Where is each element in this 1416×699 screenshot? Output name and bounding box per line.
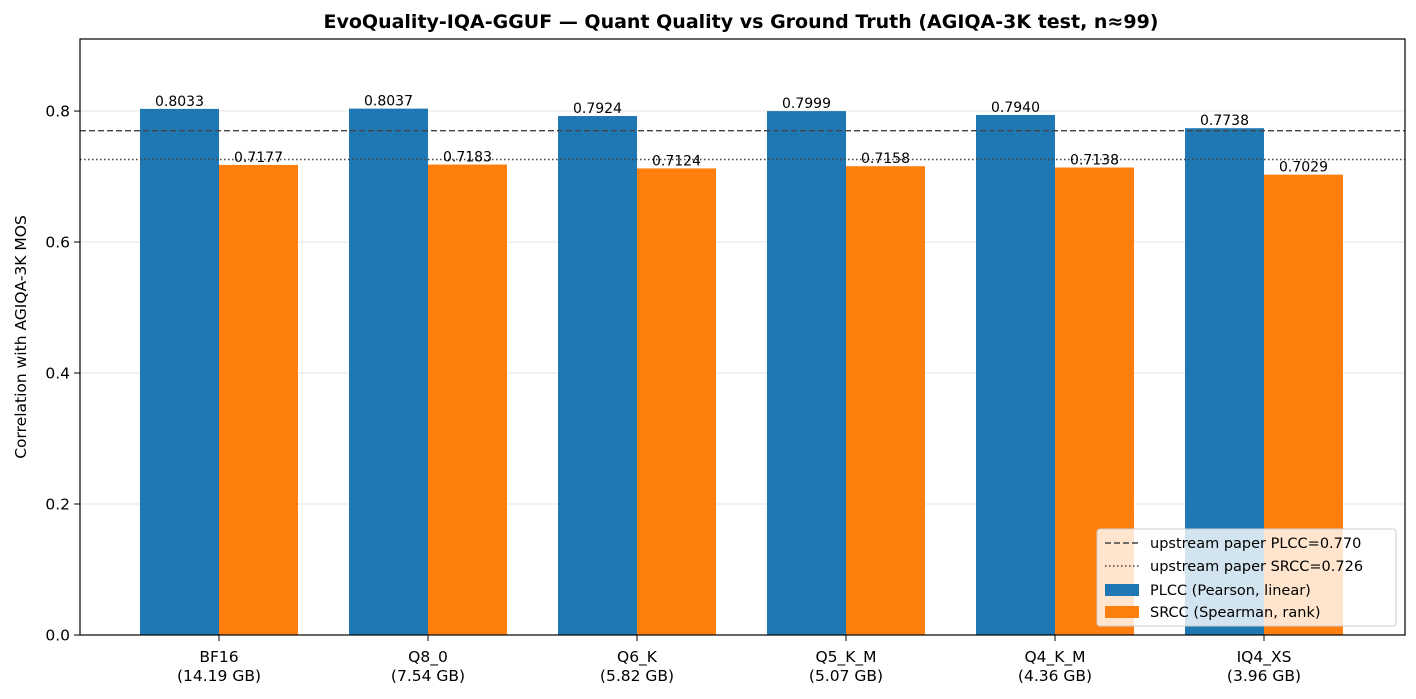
reference-lines: [80, 129, 1405, 161]
srcc-bar: [637, 168, 716, 635]
x-tick-label-line: (14.19 GB): [177, 667, 261, 685]
y-axis-label: Correlation with AGIQA-3K MOS: [12, 215, 30, 459]
y-tick-label: 0.2: [45, 496, 70, 514]
x-tick-label: Q4_K_M (4.36 GB): [1018, 648, 1092, 685]
chart-title: EvoQuality-IQA-GGUF — Quant Quality vs G…: [324, 11, 1159, 33]
srcc-value-label: 0.7158: [861, 151, 910, 167]
x-tick-label-line: Q6_K: [617, 648, 658, 667]
y-tick-label: 0.6: [45, 234, 70, 252]
x-tick-label: Q5_K_M (5.07 GB): [809, 648, 883, 685]
plcc-bar: [767, 111, 846, 636]
plcc-bar: [558, 116, 637, 635]
plcc-value-label: 0.7940: [991, 100, 1040, 116]
x-tick-label-line: Q8_0: [408, 648, 448, 667]
legend-plcc-reference-label: upstream paper PLCC=0.770: [1150, 536, 1361, 552]
x-tick-label: Q8_0 (7.54 GB): [391, 648, 465, 685]
legend-srcc-label: SRCC (Spearman, rank): [1150, 605, 1321, 621]
x-tick-label-line: Q5_K_M: [815, 648, 876, 667]
gridlines: [80, 110, 1405, 505]
plcc-value-label: 0.8037: [364, 94, 413, 110]
x-tick-label-line: (4.36 GB): [1018, 667, 1092, 685]
legend-box: [1096, 528, 1397, 627]
srcc-value-label: 0.7177: [234, 150, 283, 166]
srcc-value-label: 0.7029: [1279, 160, 1328, 176]
legend-plcc-swatch: [1105, 584, 1139, 596]
y-tick-label: 0.8: [45, 103, 70, 121]
plcc-bar: [349, 108, 428, 635]
srcc-bar: [219, 164, 298, 636]
x-tick-label: BF16 (14.19 GB): [177, 648, 261, 685]
x-tick-label-line: Q4_K_M: [1024, 648, 1085, 667]
legend: upstream paper PLCC=0.770 upstream paper …: [1096, 528, 1397, 627]
plcc-bar: [976, 114, 1055, 635]
x-tick-label: IQ4_XS (3.96 GB): [1227, 648, 1301, 685]
x-axis-ticks: BF16 (14.19 GB) Q8_0 (7.54 GB) Q6_K (5.82 GB)…: [177, 635, 1301, 685]
srcc-bar: [846, 166, 925, 636]
y-tick-label: 0.0: [45, 627, 70, 645]
y-tick-label: 0.4: [45, 365, 70, 383]
legend-srcc-swatch: [1105, 606, 1139, 618]
y-axis-ticks: 0.0 0.2 0.4 0.6 0.8: [45, 103, 80, 645]
plcc-bar: [140, 108, 219, 636]
x-tick-label-line: (7.54 GB): [391, 667, 465, 685]
plot-frame: [79, 38, 1406, 636]
srcc-bar: [428, 164, 507, 635]
plcc-value-label: 0.7999: [782, 96, 831, 112]
x-tick-label-line: (5.82 GB): [600, 667, 674, 685]
x-tick-label-line: (3.96 GB): [1227, 667, 1301, 685]
srcc-value-label: 0.7124: [652, 153, 701, 169]
x-tick-label-line: (5.07 GB): [809, 667, 883, 685]
srcc-value-label: 0.7138: [1070, 153, 1119, 169]
x-tick-label-line: IQ4_XS: [1237, 648, 1292, 667]
x-tick-label-line: BF16: [199, 648, 238, 666]
plcc-value-label: 0.7924: [573, 101, 622, 117]
plcc-value-label: 0.8033: [155, 94, 204, 110]
plcc-value-label: 0.7738: [1200, 113, 1249, 129]
x-tick-label: Q6_K (5.82 GB): [600, 648, 674, 685]
legend-plcc-label: PLCC (Pearson, linear): [1150, 583, 1311, 599]
legend-srcc-reference-label: upstream paper SRCC=0.726: [1150, 559, 1363, 575]
srcc-value-label: 0.7183: [443, 150, 492, 166]
bar-value-labels: 0.8033 0.7177 0.8037 0.7183 0.7924 0.7124 0.79…: [155, 94, 1328, 176]
